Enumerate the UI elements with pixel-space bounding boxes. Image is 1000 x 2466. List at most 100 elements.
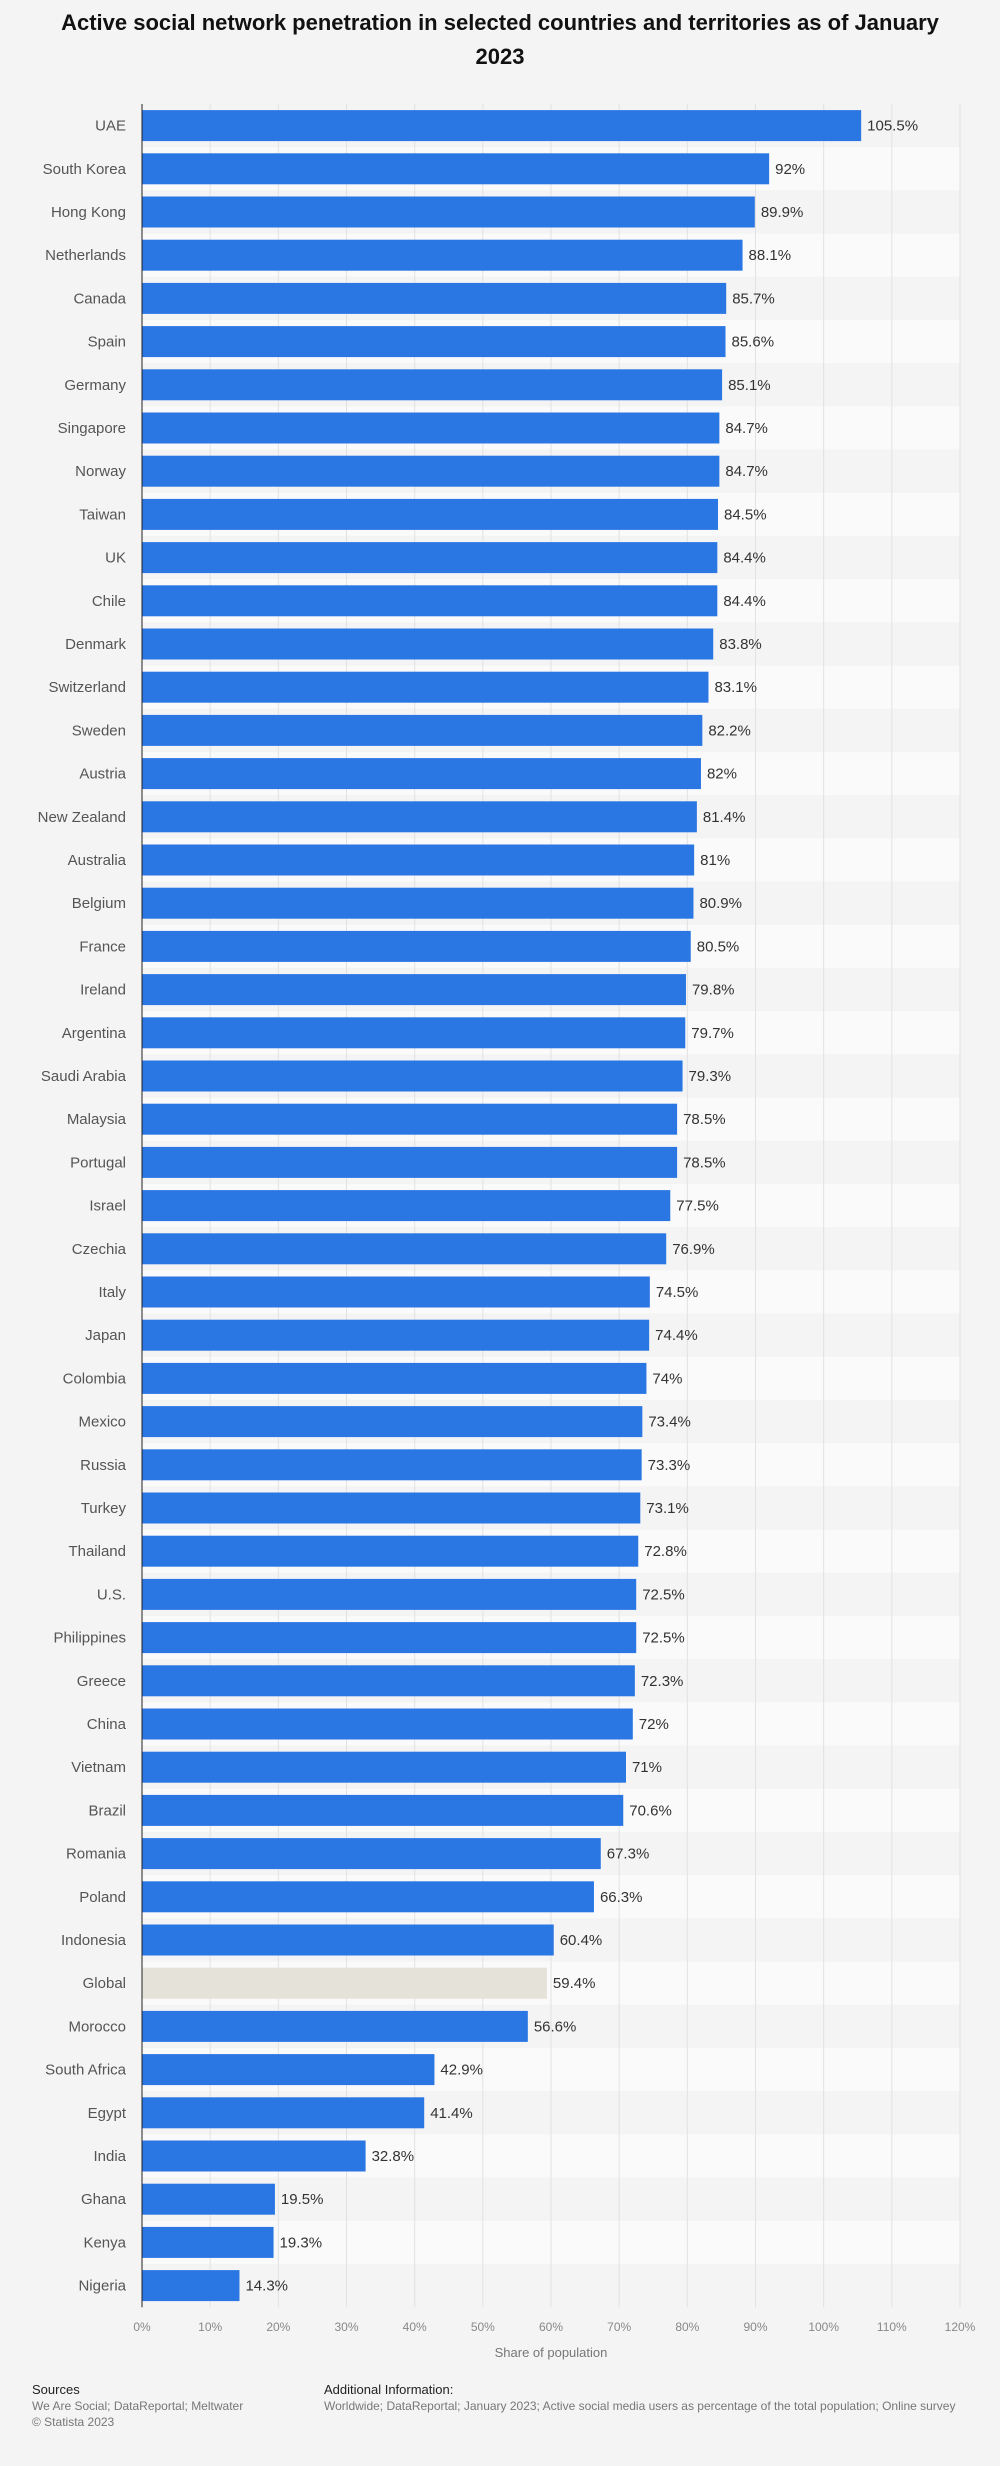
bar[interactable] xyxy=(142,2010,528,2042)
category-label: Poland xyxy=(79,1889,126,1906)
bar[interactable] xyxy=(142,1449,642,1481)
value-label: 81.4% xyxy=(703,809,746,826)
bar[interactable] xyxy=(142,1622,637,1654)
x-tick-label: 40% xyxy=(403,2320,427,2334)
value-label: 80.9% xyxy=(699,895,742,912)
bar[interactable] xyxy=(142,282,727,314)
x-tick-label: 70% xyxy=(607,2320,631,2334)
bar[interactable] xyxy=(142,1190,671,1222)
bar[interactable] xyxy=(142,758,701,790)
category-label: Thailand xyxy=(68,1543,126,1560)
value-label: 32.8% xyxy=(372,2148,415,2165)
value-label: 73.3% xyxy=(648,1457,691,1474)
bar[interactable] xyxy=(142,455,720,487)
bar[interactable] xyxy=(142,671,709,703)
value-label: 84.4% xyxy=(723,550,766,567)
value-label: 72% xyxy=(639,1716,669,1733)
category-label: Kenya xyxy=(83,2234,126,2251)
bar[interactable] xyxy=(142,1362,647,1394)
category-label: Portugal xyxy=(70,1154,126,1171)
bar[interactable] xyxy=(142,1924,554,1956)
category-label: Greece xyxy=(77,1673,126,1690)
value-label: 74% xyxy=(652,1370,682,1387)
additional-info-text: Worldwide; DataReportal; January 2023; A… xyxy=(324,2399,956,2413)
bar[interactable] xyxy=(142,1406,643,1438)
additional-info-heading: Additional Information: xyxy=(324,2382,454,2397)
bar[interactable] xyxy=(142,1233,667,1265)
bar[interactable] xyxy=(142,369,723,401)
bar[interactable] xyxy=(142,1276,650,1308)
x-tick-label: 0% xyxy=(133,2320,151,2334)
value-label: 88.1% xyxy=(749,247,792,264)
bar[interactable] xyxy=(142,2054,435,2086)
category-label: Mexico xyxy=(78,1414,126,1431)
bar[interactable] xyxy=(142,714,703,746)
category-label: Russia xyxy=(80,1457,127,1474)
category-label: UAE xyxy=(95,118,126,135)
bar[interactable] xyxy=(142,930,691,962)
value-label: 42.9% xyxy=(440,2062,483,2079)
category-labels: UAE South Korea Hong Kong Netherlands Canada… xyxy=(38,118,127,2295)
bar[interactable] xyxy=(142,2097,425,2129)
category-label: Ghana xyxy=(81,2191,127,2208)
category-label: Saudi Arabia xyxy=(41,1068,127,1085)
chart-title: Active social network penetration in sel… xyxy=(61,10,939,69)
bar[interactable] xyxy=(142,1708,633,1740)
x-tick-label: 80% xyxy=(675,2320,699,2334)
bar[interactable] xyxy=(142,801,697,833)
bar[interactable] xyxy=(142,2270,240,2302)
bar[interactable] xyxy=(142,1751,626,1783)
bar[interactable] xyxy=(142,1319,650,1351)
value-label: 76.9% xyxy=(672,1241,715,1258)
value-label: 72.3% xyxy=(641,1673,684,1690)
bar[interactable] xyxy=(142,628,714,660)
x-tick-label: 50% xyxy=(471,2320,495,2334)
bar[interactable] xyxy=(142,239,743,271)
category-label: Vietnam xyxy=(71,1759,126,1776)
bar[interactable] xyxy=(142,1103,678,1135)
bar[interactable] xyxy=(142,1017,686,1049)
category-label: South Africa xyxy=(45,2062,127,2079)
bar[interactable] xyxy=(142,1492,641,1524)
bar[interactable] xyxy=(142,1535,639,1567)
value-label: 73.1% xyxy=(646,1500,689,1517)
category-label: Italy xyxy=(98,1284,126,1301)
x-tick-label: 60% xyxy=(539,2320,563,2334)
bar[interactable] xyxy=(142,1838,601,1870)
category-label: Taiwan xyxy=(79,506,126,523)
category-label: New Zealand xyxy=(38,809,126,826)
bar[interactable] xyxy=(142,196,755,228)
category-label: Norway xyxy=(75,463,126,480)
value-label: 19.5% xyxy=(281,2191,324,2208)
bar[interactable] xyxy=(142,110,862,142)
bar[interactable] xyxy=(142,1060,683,1092)
bar[interactable] xyxy=(142,542,718,574)
bar[interactable] xyxy=(142,887,694,919)
bar[interactable] xyxy=(142,326,726,358)
bar[interactable] xyxy=(142,2140,366,2172)
category-label: Chile xyxy=(92,593,126,610)
bar[interactable] xyxy=(142,1881,594,1913)
category-label: Global xyxy=(83,1975,126,1992)
bar[interactable] xyxy=(142,2183,275,2215)
bar[interactable] xyxy=(142,1665,635,1697)
value-label: 73.4% xyxy=(648,1414,691,1431)
value-label: 56.6% xyxy=(534,2018,577,2035)
bar[interactable] xyxy=(142,1794,624,1826)
bar[interactable] xyxy=(142,1578,637,1610)
category-label: India xyxy=(93,2148,126,2165)
bar[interactable] xyxy=(142,1146,678,1178)
bar[interactable] xyxy=(142,412,720,444)
category-label: Nigeria xyxy=(78,2278,126,2295)
category-label: Germany xyxy=(64,377,126,394)
bar[interactable] xyxy=(142,498,719,530)
bar[interactable] xyxy=(142,153,770,185)
bar[interactable] xyxy=(142,585,718,617)
bar[interactable] xyxy=(142,2226,274,2258)
value-label: 82% xyxy=(707,766,737,783)
bar[interactable] xyxy=(142,974,686,1006)
bars xyxy=(142,110,862,2302)
bar[interactable] xyxy=(142,1967,547,1999)
bar[interactable] xyxy=(142,844,695,876)
category-label: Hong Kong xyxy=(51,204,126,221)
